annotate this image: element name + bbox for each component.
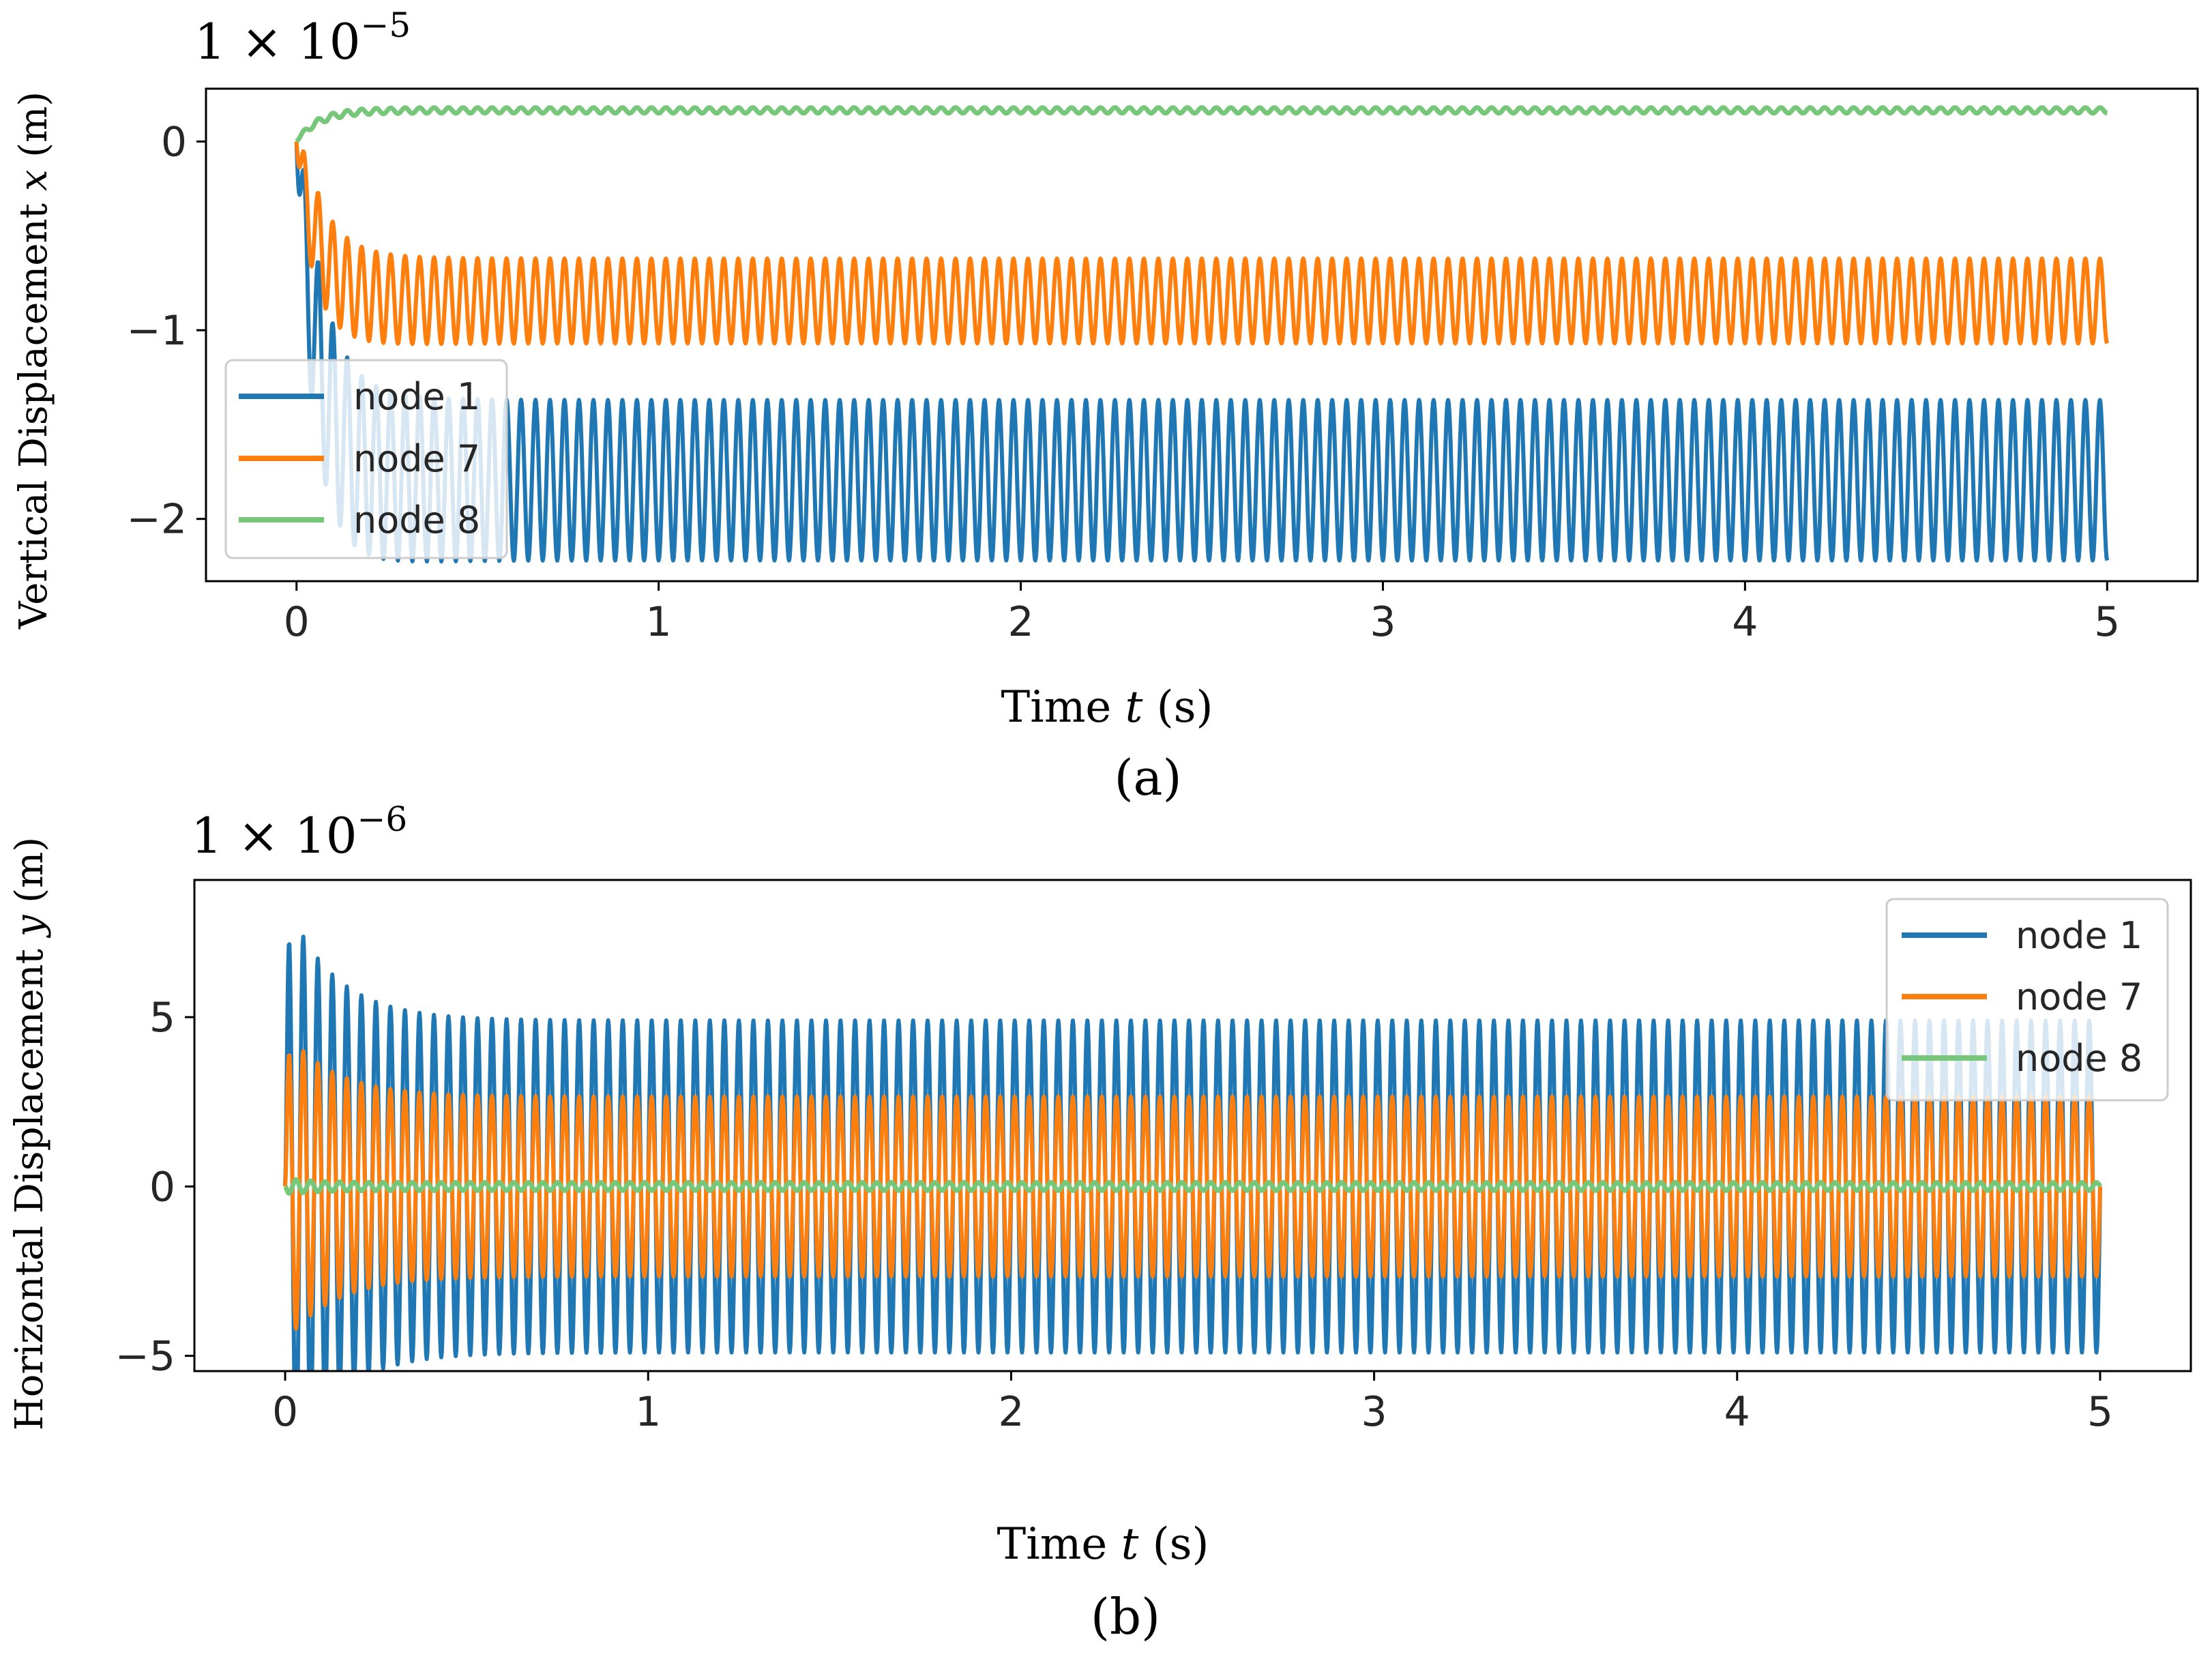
axes-frame	[205, 87, 2199, 583]
x-tick-label: 2	[1007, 598, 1033, 646]
x-axis-label: Time t (s)	[1001, 682, 1213, 733]
y-axis-label: Vertical Displacement x (m)	[12, 91, 56, 630]
legend: node 1 node 7 node 8	[224, 359, 508, 559]
plot-area: 0 1 2 3 4 5 0 −1 −2	[127, 87, 2199, 646]
legend-label-node-1: node 1	[2016, 914, 2142, 957]
y-axis-label: Horizontal Displacement y (m)	[8, 837, 52, 1430]
multiplier-label: 1 × 10−6	[191, 799, 407, 864]
x-tick-label: 2	[998, 1388, 1024, 1436]
panel-label: (b)	[1091, 1588, 1160, 1645]
series-group	[283, 935, 2103, 1371]
y-tick-label: 0	[149, 1163, 175, 1211]
legend: node 1 node 7 node 8	[1885, 898, 2169, 1102]
series-line-node-7	[294, 141, 2110, 347]
series-line-node-8	[283, 1177, 2103, 1196]
legend-label-node-7: node 7	[2016, 975, 2142, 1018]
x-tick-label: 4	[1724, 1388, 1750, 1436]
legend-box	[1885, 898, 2169, 1102]
x-axis-label: Time t (s)	[997, 1519, 1209, 1570]
legend-box	[224, 359, 508, 559]
x-tick-label: 1	[635, 1388, 661, 1436]
y-tick-label: −2	[127, 496, 187, 544]
x-tick-label: 3	[1370, 598, 1396, 646]
legend-label-node-7: node 7	[353, 437, 480, 480]
chart-vertical-displacement: 1 × 10−5 0 1 2 3 4 5 0 −1 −2 Vertical Displaceme…	[12, 5, 2199, 806]
legend-label-node-8: node 8	[2016, 1037, 2142, 1080]
x-tick-label: 1	[646, 598, 672, 646]
x-tick-label: 0	[284, 598, 310, 646]
y-tick-label: −1	[127, 307, 187, 355]
series-line-node-1	[294, 141, 2110, 564]
multiplier-exponent: −5	[361, 5, 411, 45]
series-group	[294, 105, 2110, 564]
x-tick-label: 5	[2094, 598, 2120, 646]
x-tick-label: 5	[2087, 1388, 2113, 1436]
y-tick-label: 5	[149, 994, 175, 1042]
series-line-node-8	[295, 105, 2109, 144]
y-tick-label: −5	[115, 1333, 175, 1381]
legend-label-node-8: node 8	[353, 499, 480, 542]
chart-horizontal-displacement: 1 × 10−6 0 1 2 3 4 5 5 0 −5 Horizontal Displacem…	[8, 799, 2192, 1645]
panel-label: (a)	[1114, 749, 1181, 806]
x-tick-label: 4	[1732, 598, 1758, 646]
legend-label-node-1: node 1	[353, 375, 480, 418]
y-tick-label: 0	[161, 118, 187, 166]
multiplier-exponent: −6	[357, 799, 408, 839]
plot-area: 0 1 2 3 4 5 5 0 −5	[115, 879, 2192, 1436]
x-tick-label: 0	[272, 1388, 298, 1436]
x-tick-label: 3	[1361, 1388, 1387, 1436]
multiplier-label: 1 × 10−5	[194, 5, 411, 70]
axes-frame	[193, 879, 2192, 1372]
